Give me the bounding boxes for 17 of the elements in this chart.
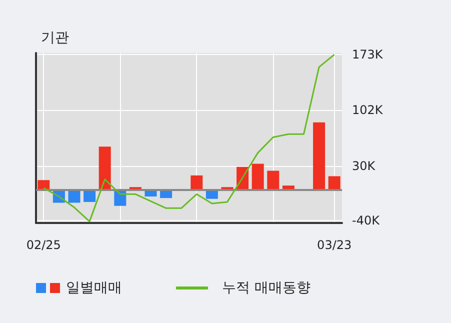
y-tick-label: 173K xyxy=(352,48,384,62)
bar xyxy=(252,164,264,190)
bar xyxy=(190,175,203,190)
x-tick-label: 03/23 xyxy=(317,238,352,252)
bar xyxy=(98,146,111,190)
y-tick-label: 30K xyxy=(352,159,376,174)
legend-label: 누적 매매동향 xyxy=(222,280,310,296)
bar xyxy=(313,122,326,190)
y-tick-label: 102K xyxy=(352,102,384,117)
bar xyxy=(328,176,340,190)
x-tick-label: 02/25 xyxy=(26,238,61,252)
bar xyxy=(267,170,280,190)
line-series xyxy=(42,54,336,222)
chart-title: 기관 xyxy=(41,30,69,46)
y-tick-label: -40K xyxy=(352,214,381,228)
bar xyxy=(38,180,50,190)
legend-label: 일별매매 xyxy=(66,280,122,296)
